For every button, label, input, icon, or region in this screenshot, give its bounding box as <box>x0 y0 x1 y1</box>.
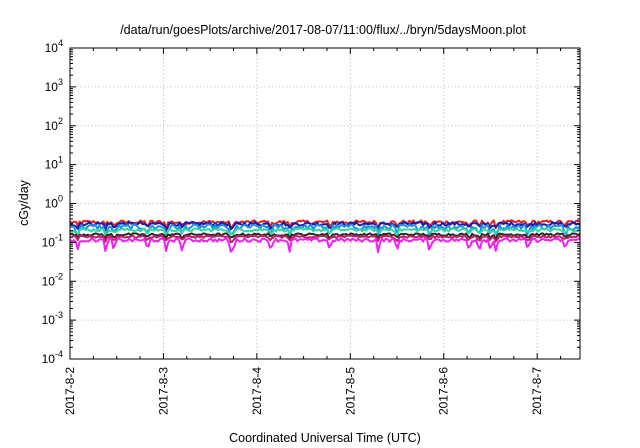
y-tick-label: 10-3 <box>42 310 63 327</box>
x-tick-label: 2017-8-2 <box>63 367 77 415</box>
y-tick-label: 100 <box>45 194 63 211</box>
x-tick-label: 2017-8-6 <box>437 367 451 415</box>
series-line <box>69 237 581 254</box>
grid <box>70 48 580 359</box>
y-tick-labels: 10-4 10-3 10-2 10-1 100 101 102 103 104 <box>42 38 63 366</box>
y-axis-title: cGy/day <box>17 179 31 226</box>
series-layer <box>69 219 581 254</box>
axis-ticks <box>69 47 580 360</box>
x-tick-label: 2017-8-5 <box>343 367 357 415</box>
x-tick-label: 2017-8-7 <box>530 367 544 415</box>
y-tick-label: 104 <box>45 38 63 55</box>
series-line <box>69 234 581 244</box>
x-axis-title: Coordinated Universal Time (UTC) <box>229 431 421 445</box>
series-line <box>70 227 581 237</box>
y-tick-label: 10-4 <box>42 349 63 366</box>
chart-title: /data/run/goesPlots/archive/2017-08-07/1… <box>120 23 526 37</box>
x-tick-label: 2017-8-3 <box>156 367 170 415</box>
x-tick-labels: 2017-8-2 2017-8-3 2017-8-4 2017-8-5 2017-8-6… <box>63 367 544 415</box>
series-line <box>69 221 581 232</box>
y-tick-label: 10-1 <box>42 232 63 249</box>
x-tick-label: 2017-8-4 <box>250 367 264 415</box>
y-tick-label: 10-2 <box>42 271 63 288</box>
y-tick-label: 102 <box>45 116 63 133</box>
y-tick-label: 103 <box>45 77 63 94</box>
y-tick-label: 101 <box>45 155 63 172</box>
